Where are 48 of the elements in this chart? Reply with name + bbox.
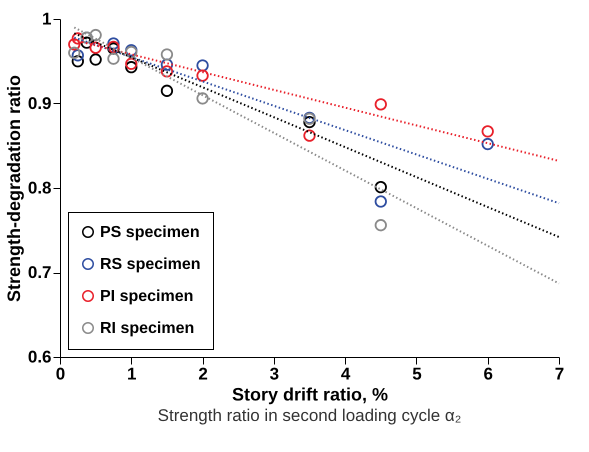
point <box>482 138 494 150</box>
point <box>374 219 387 232</box>
x-tick-label: 5 <box>412 364 422 384</box>
point <box>68 46 80 59</box>
y-axis-title: Strength-degradation ratio <box>4 74 24 302</box>
point <box>125 58 138 70</box>
y-tick-label: 1 <box>42 10 52 28</box>
legend-label: PS specimen <box>100 224 200 241</box>
x-axis-title: Story drift ratio, % <box>232 384 388 404</box>
point <box>107 37 120 50</box>
point <box>90 53 102 66</box>
legend-label: RI specimen <box>100 320 194 337</box>
x-tick-label: 6 <box>483 364 493 384</box>
point <box>160 84 174 97</box>
x-tick-label: 1 <box>127 364 137 384</box>
x-tick-label: 7 <box>554 364 564 384</box>
y-tick-label: 0.9 <box>28 94 52 113</box>
point <box>196 92 209 105</box>
point <box>374 181 387 194</box>
point <box>72 32 84 45</box>
point <box>72 55 84 68</box>
text: Strength ratio in second loading cycle α₂ <box>158 406 462 425</box>
x-tick-label: 0 <box>56 364 66 384</box>
point <box>90 42 102 54</box>
point <box>374 195 387 208</box>
x-tick-label: 4 <box>340 364 351 384</box>
point <box>374 98 387 110</box>
x-tick-label: 2 <box>198 364 208 384</box>
point <box>72 49 84 62</box>
point <box>196 69 209 82</box>
x-tick-label: 3 <box>270 364 280 384</box>
y-tick-label: 0.6 <box>28 348 52 366</box>
point <box>125 61 138 74</box>
point <box>107 52 120 65</box>
point <box>68 38 80 50</box>
legend-label: PI specimen <box>100 288 194 305</box>
point <box>303 116 316 128</box>
point <box>160 48 174 61</box>
point <box>90 28 102 42</box>
point <box>80 36 93 49</box>
y-tick-label: 0.8 <box>28 178 52 198</box>
y-tick-label: 0.7 <box>28 263 52 282</box>
point <box>482 125 494 138</box>
point <box>160 58 174 71</box>
legend-label: RS specimen <box>100 256 200 273</box>
point <box>160 65 174 78</box>
point <box>303 129 316 142</box>
point <box>196 59 209 72</box>
